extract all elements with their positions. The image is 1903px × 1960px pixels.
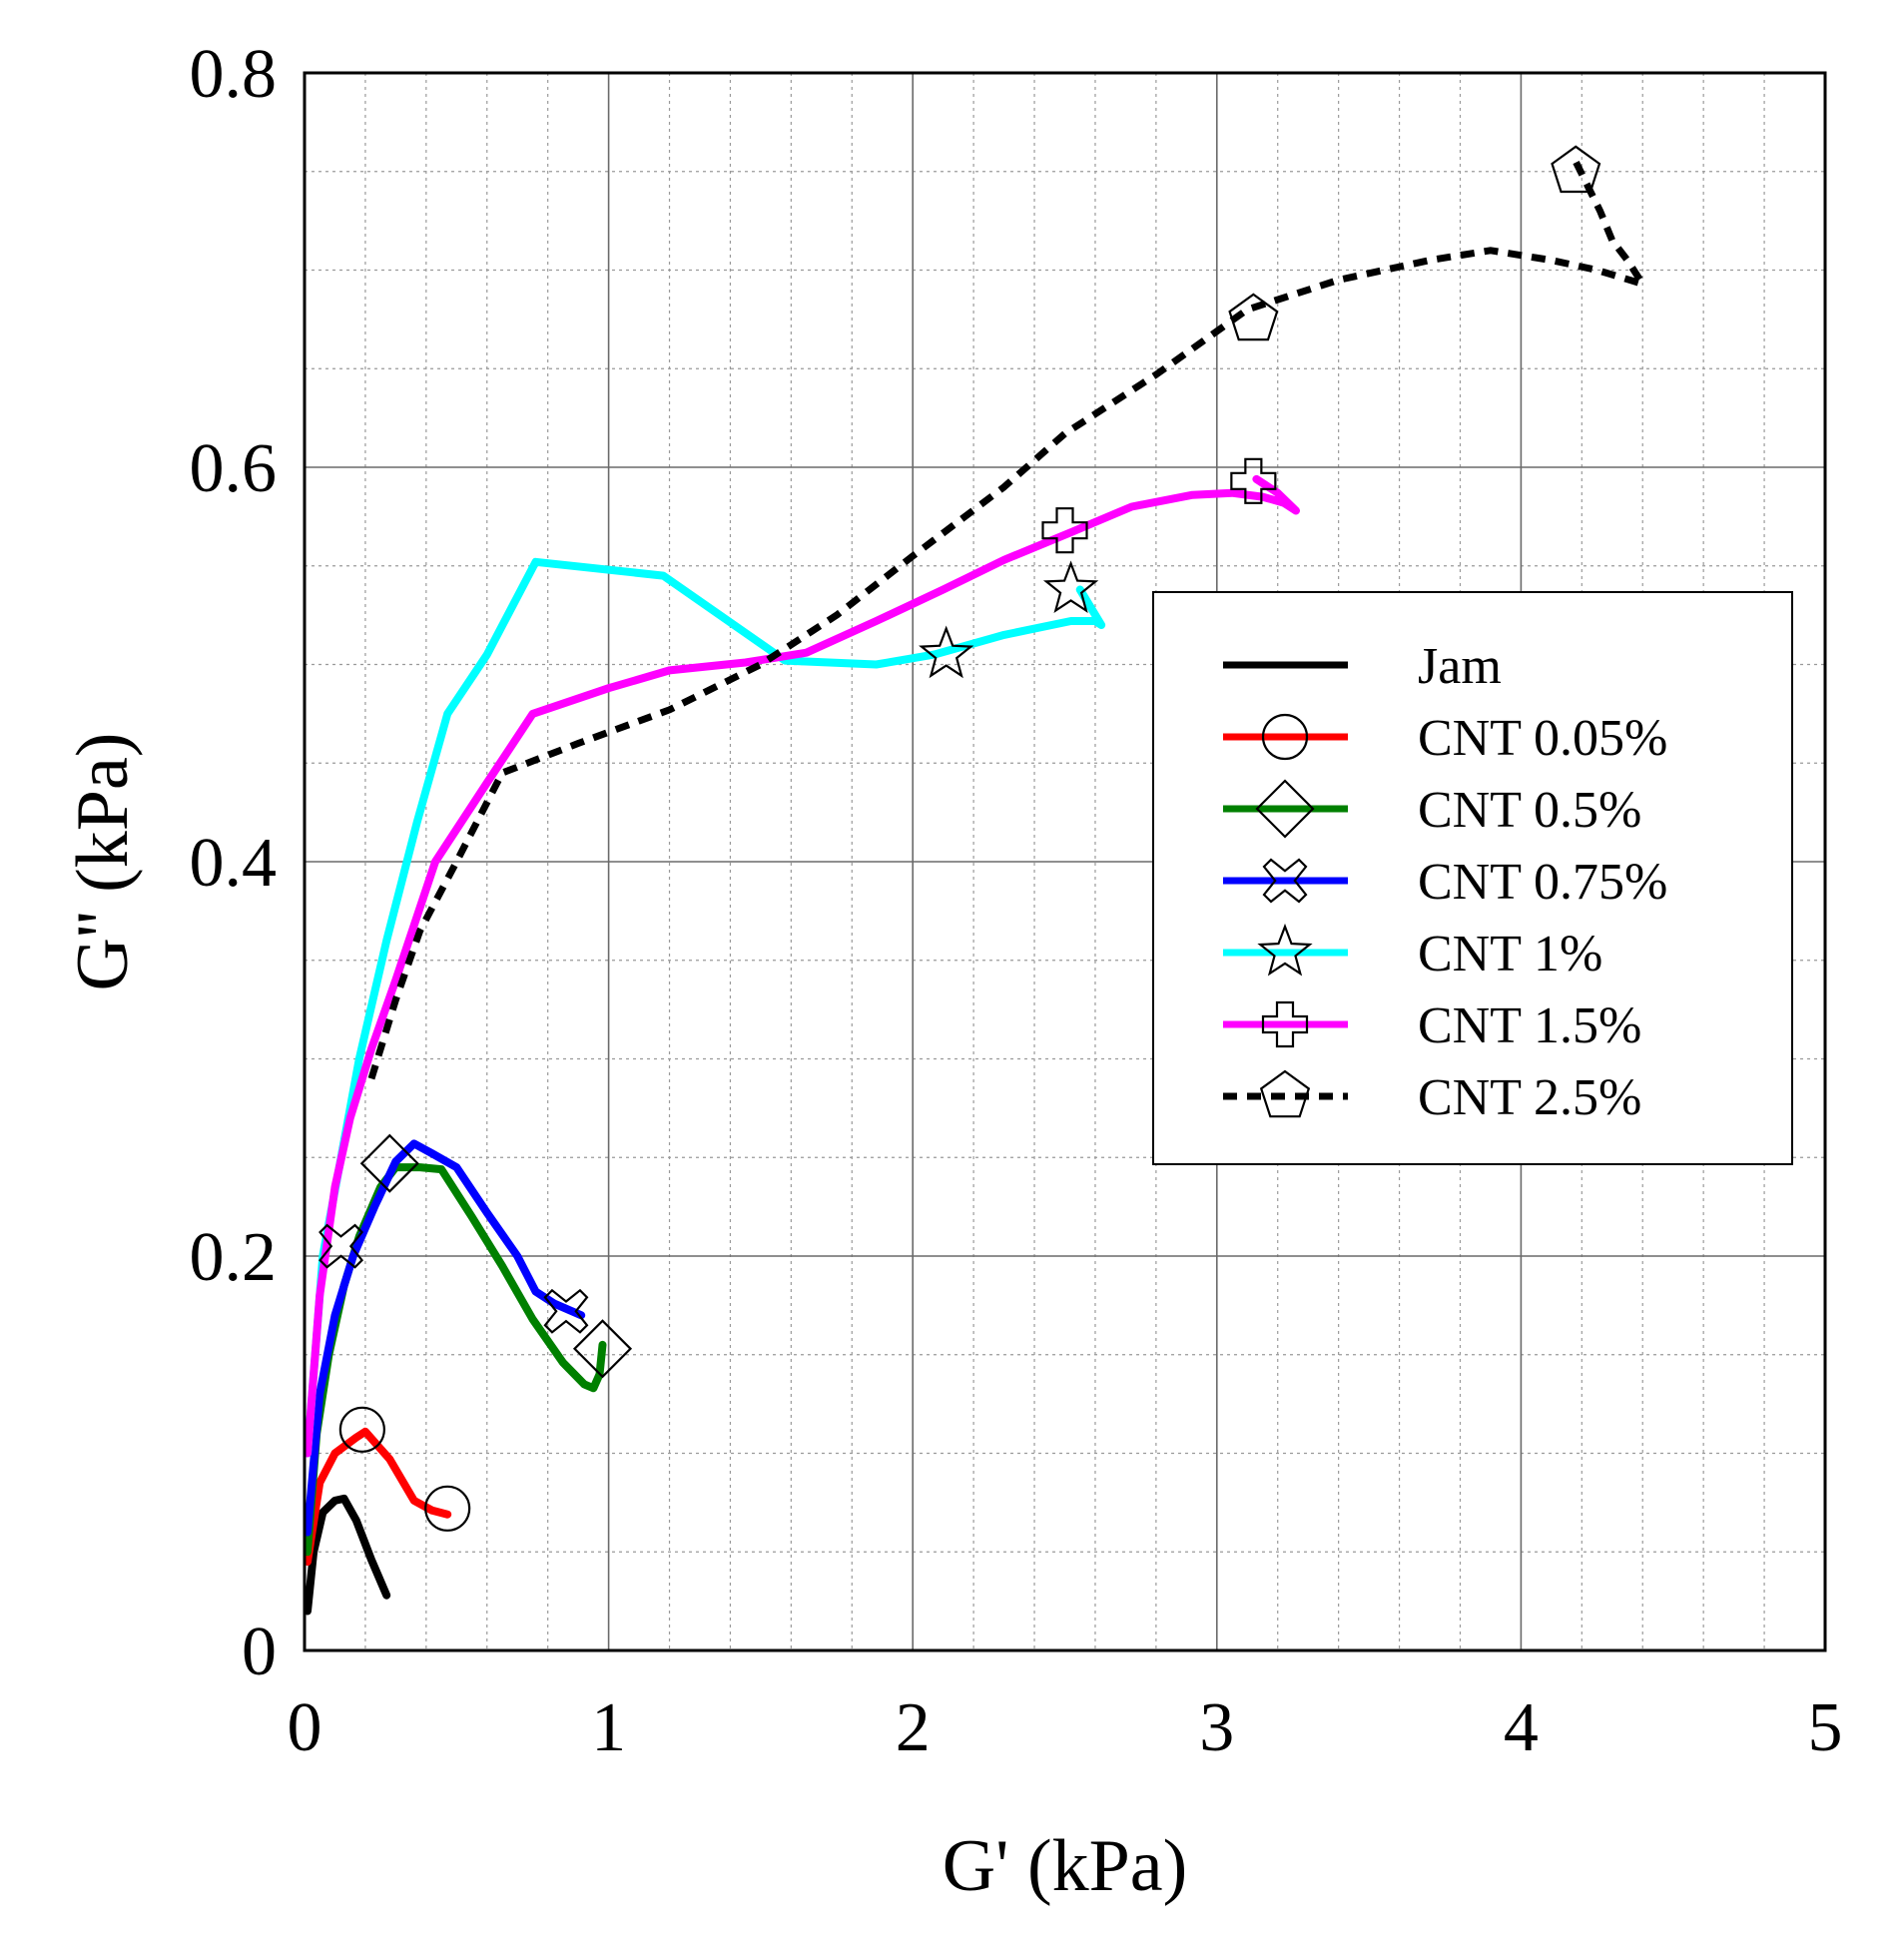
data-marker-cnt-0-75 (318, 1223, 364, 1269)
series-lines (304, 160, 1646, 1616)
series-line-cnt-1-5 (304, 474, 1300, 1458)
plot-frame (303, 71, 1827, 1652)
x-tick-label: 5 (1808, 1689, 1843, 1766)
legend-label-cnt-0-05: CNT 0.05% (1418, 710, 1667, 767)
legend-marker-cnt-0-75 (1262, 858, 1308, 904)
y-tick-label: 0.6 (190, 430, 278, 507)
data-marker-cnt-0-05 (338, 1406, 385, 1453)
legend-marker-cnt-0-05 (1261, 713, 1309, 761)
data-marker-cnt-1-5 (1041, 507, 1088, 554)
y-tick-label: 0 (242, 1614, 277, 1690)
data-marker-cnt-1-5 (1230, 457, 1277, 504)
legend-label-cnt-0-75: CNT 0.75% (1418, 854, 1667, 911)
y-axis-title: G'' (kPa) (62, 733, 144, 991)
legend: Jam CNT 0.05% CNT 0.5% CNT 0.75% CNT 1% CNT 1… (1152, 591, 1793, 1165)
y-tick-label: 0.8 (190, 36, 278, 113)
tick-labels: 0 1 2 3 4 5 0 0.2 0.4 0.6 0.8 (190, 36, 1843, 1766)
y-tick-label: 0.4 (190, 825, 278, 902)
data-marker-cnt-0-05 (424, 1485, 471, 1532)
data-marker-cnt-2-5 (1228, 293, 1279, 341)
data-marker-cnt-0-5 (359, 1133, 419, 1193)
legend-marker-cnt-1 (1257, 923, 1313, 977)
axes (303, 71, 1827, 1652)
y-tick-label: 0.2 (190, 1219, 278, 1296)
x-tick-label: 1 (591, 1689, 626, 1766)
legend-label-jam: Jam (1418, 638, 1502, 695)
series-markers (318, 145, 1601, 1532)
legend-marker-cnt-1-5 (1261, 1000, 1309, 1048)
series-line-jam (304, 1494, 391, 1616)
series-line-cnt-2-5 (367, 160, 1646, 1080)
legend-marker-cnt-0-5 (1255, 779, 1315, 839)
x-tick-label: 4 (1504, 1689, 1539, 1766)
data-marker-cnt-2-5 (1551, 145, 1601, 194)
x-axis-title: G' (kPa) (943, 1825, 1188, 1907)
data-marker-cnt-0-5 (572, 1319, 633, 1379)
series-line-cnt-1 (304, 557, 1106, 1458)
data-marker-cnt-1 (919, 625, 974, 679)
legend-label-cnt-1-5: CNT 1.5% (1418, 997, 1641, 1054)
data-marker-cnt-0-75 (543, 1288, 589, 1334)
x-tick-label: 3 (1199, 1689, 1234, 1766)
x-tick-label: 0 (288, 1689, 322, 1766)
legend-label-cnt-1: CNT 1% (1418, 926, 1602, 982)
data-marker-cnt-1 (1042, 560, 1099, 614)
legend-label-cnt-0-5: CNT 0.5% (1418, 782, 1641, 839)
legend-marker-cnt-2-5 (1259, 1069, 1311, 1118)
x-tick-label: 2 (896, 1689, 931, 1766)
legend-label-cnt-2-5: CNT 2.5% (1418, 1069, 1641, 1126)
